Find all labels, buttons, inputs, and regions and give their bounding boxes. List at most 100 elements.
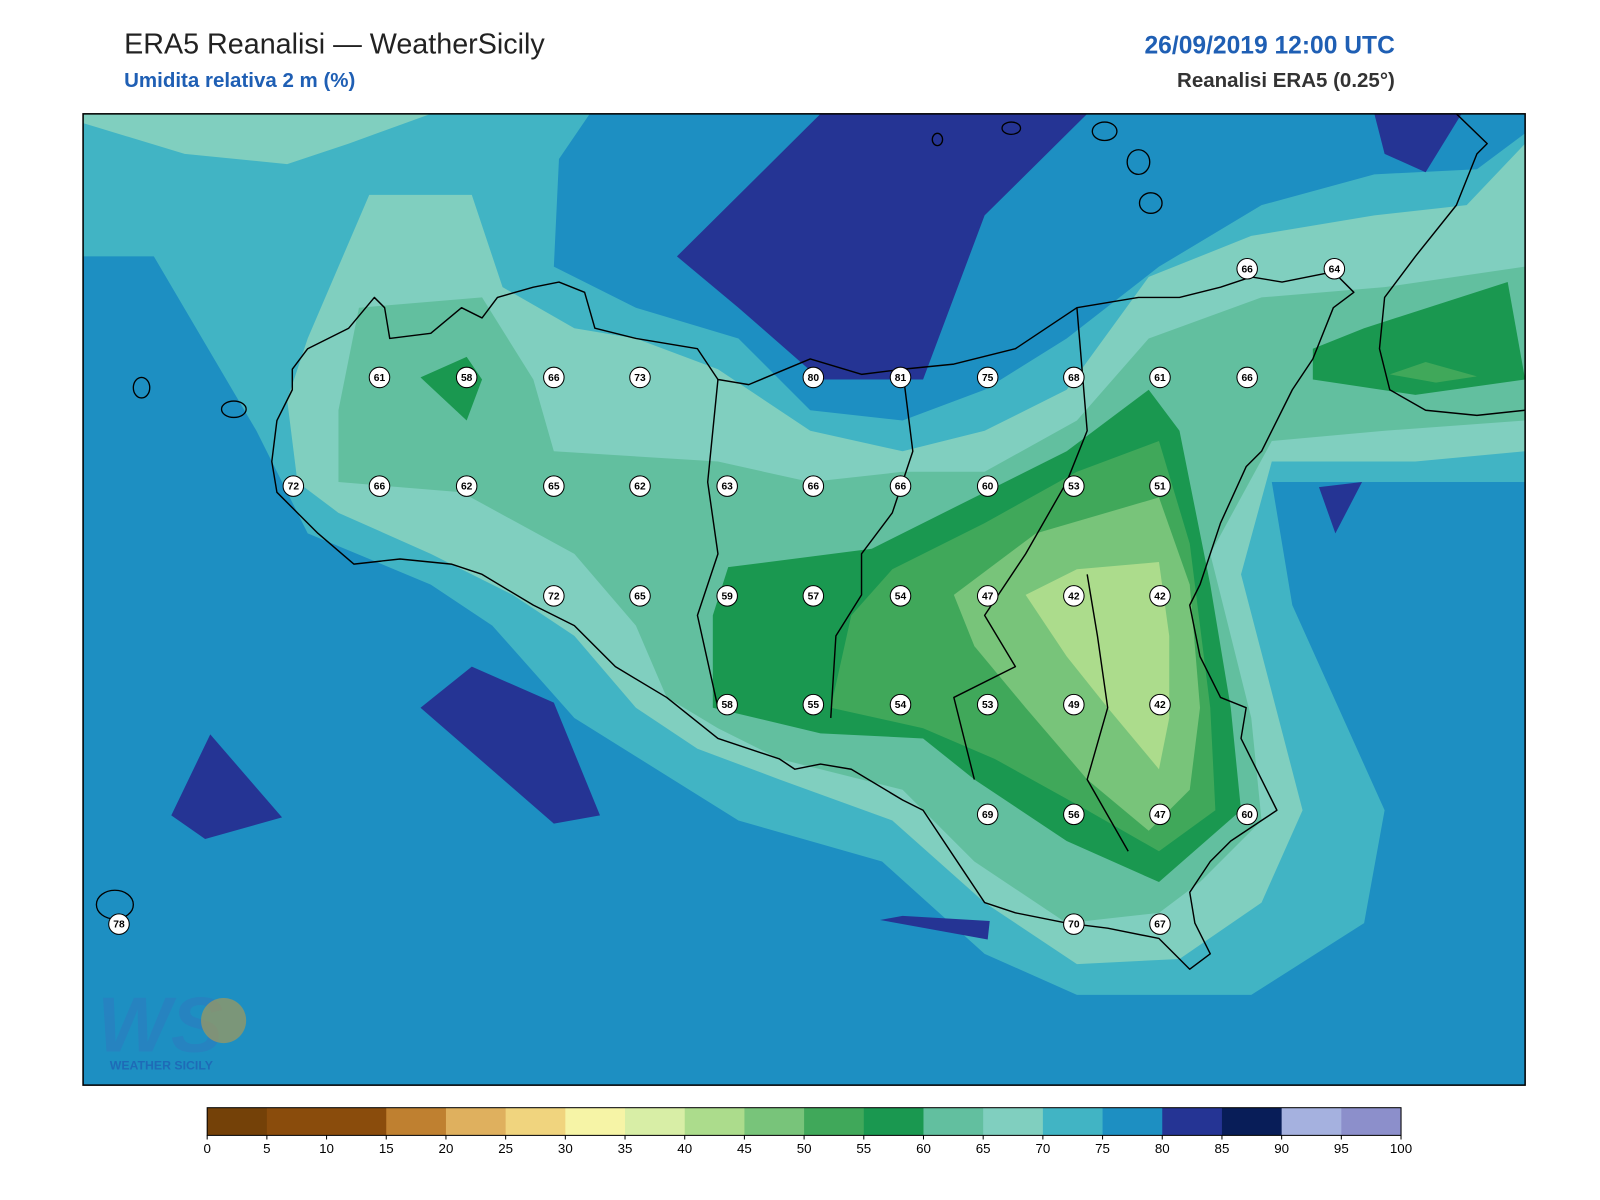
colorbar-tick-label: 10	[319, 1141, 334, 1156]
island	[931, 132, 944, 147]
station-value: 66	[1241, 264, 1253, 275]
map-frame	[82, 113, 1526, 1086]
station-marker	[802, 475, 825, 497]
colorbar-tick-label: 80	[1155, 1141, 1170, 1156]
station-marker	[629, 366, 651, 389]
station-value: 69	[982, 810, 994, 821]
station-marker	[543, 366, 565, 389]
station-marker	[455, 366, 478, 389]
colorbar-tick-label: 95	[1334, 1141, 1349, 1156]
colorbar-swatch	[744, 1107, 805, 1136]
station-marker	[368, 475, 391, 497]
station-value: 58	[461, 373, 473, 384]
colorbar-swatch	[266, 1107, 328, 1136]
station-marker	[455, 475, 478, 497]
colorbar-swatch	[565, 1107, 626, 1136]
station-marker	[1063, 693, 1085, 716]
station-value: 53	[1068, 482, 1080, 493]
logo: WS WEATHER SICILY	[97, 980, 247, 1073]
colorbar-tick-label: 45	[737, 1141, 752, 1156]
logo-text: WEATHER SICILY	[110, 1059, 213, 1073]
colorbar-tick-label: 0	[203, 1141, 210, 1156]
station-value: 47	[1154, 810, 1166, 821]
station-value: 60	[1241, 810, 1253, 821]
station-marker	[1236, 366, 1258, 389]
station-value: 62	[634, 482, 646, 493]
field-fill	[83, 113, 431, 165]
station-marker	[889, 366, 912, 389]
colorbar-tick-label: 65	[976, 1141, 991, 1156]
station-value: 42	[1068, 591, 1080, 602]
logo-mark: WS	[97, 980, 223, 1068]
station-marker	[1063, 803, 1085, 826]
station-value: 42	[1154, 700, 1166, 711]
field-fill	[1312, 282, 1526, 395]
coastline	[271, 271, 1355, 970]
station-value: 61	[1154, 373, 1166, 384]
field-fill	[171, 734, 283, 839]
station-marker	[543, 475, 565, 497]
station-marker	[889, 475, 912, 497]
colorbar-swatch	[923, 1107, 984, 1136]
coastline-calabria	[1378, 113, 1526, 417]
colorbar-tick-label: 60	[916, 1141, 931, 1156]
station-value: 60	[982, 482, 994, 493]
field-fill	[1318, 482, 1363, 534]
colorbar-tick-label: 40	[677, 1141, 692, 1156]
colorbar-tick-label: 25	[498, 1141, 513, 1156]
station-value: 62	[461, 482, 473, 493]
station-value: 49	[1068, 700, 1080, 711]
station-value: 66	[1241, 373, 1253, 384]
station-marker	[976, 585, 999, 607]
station-value: 73	[634, 373, 646, 384]
colorbar-tick-label: 5	[263, 1141, 270, 1156]
station-marker	[1149, 585, 1171, 607]
station-value: 61	[374, 373, 386, 384]
station-value: 54	[895, 700, 907, 711]
colorbar-swatch	[505, 1107, 566, 1136]
station-marker	[889, 585, 912, 607]
colorbar: 0 5 10 15 20 25 30 35 40 45 50 55 60 65 70 75 80 85 90 95 10…	[203, 1107, 1412, 1156]
field-fill	[420, 666, 600, 824]
colorbar-tick-label: 75	[1095, 1141, 1110, 1156]
colorbar-swatch	[1042, 1107, 1104, 1136]
station-value: 68	[1068, 373, 1080, 384]
colorbar-tick-label: 70	[1035, 1141, 1050, 1156]
subtitle: Umidita relativa 2 m (%)	[124, 69, 355, 92]
island	[1138, 192, 1163, 214]
station-marker	[108, 913, 130, 935]
colorbar-tick-label: 15	[379, 1141, 394, 1156]
colorbar-swatch	[445, 1107, 507, 1136]
field-fill	[1025, 562, 1170, 770]
colorbar-swatch	[863, 1107, 924, 1136]
station-value: 65	[634, 591, 646, 602]
station-marker	[802, 366, 825, 389]
colorbar-swatch	[386, 1107, 447, 1136]
station-marker	[1149, 693, 1171, 716]
colorbar-tick-label: 30	[558, 1141, 573, 1156]
station-marker	[1323, 257, 1346, 280]
station-value: 67	[1154, 920, 1166, 931]
field-fill	[880, 915, 990, 940]
station-marker	[976, 803, 999, 826]
station-marker	[543, 585, 565, 607]
station-marker	[1063, 913, 1085, 935]
stations: 66 64 61 58 66 73 80 81 75 68 61 66 72 66 62 65 62 63 66 66…	[108, 257, 1346, 935]
colorbar-tick-label: 20	[439, 1141, 454, 1156]
station-marker	[629, 475, 651, 497]
title: ERA5 Reanalisi — WeatherSicily	[124, 28, 545, 60]
logo-sun	[201, 997, 247, 1044]
station-value: 65	[548, 482, 560, 493]
station-marker	[368, 366, 391, 389]
field-fill	[1374, 113, 1462, 173]
station-marker	[1063, 475, 1085, 497]
field-fill	[1389, 362, 1477, 383]
island	[1126, 149, 1151, 176]
colorbar-tick-label: 85	[1215, 1141, 1230, 1156]
station-marker	[716, 475, 738, 497]
station-value: 66	[548, 373, 560, 384]
station-marker	[1149, 803, 1171, 826]
